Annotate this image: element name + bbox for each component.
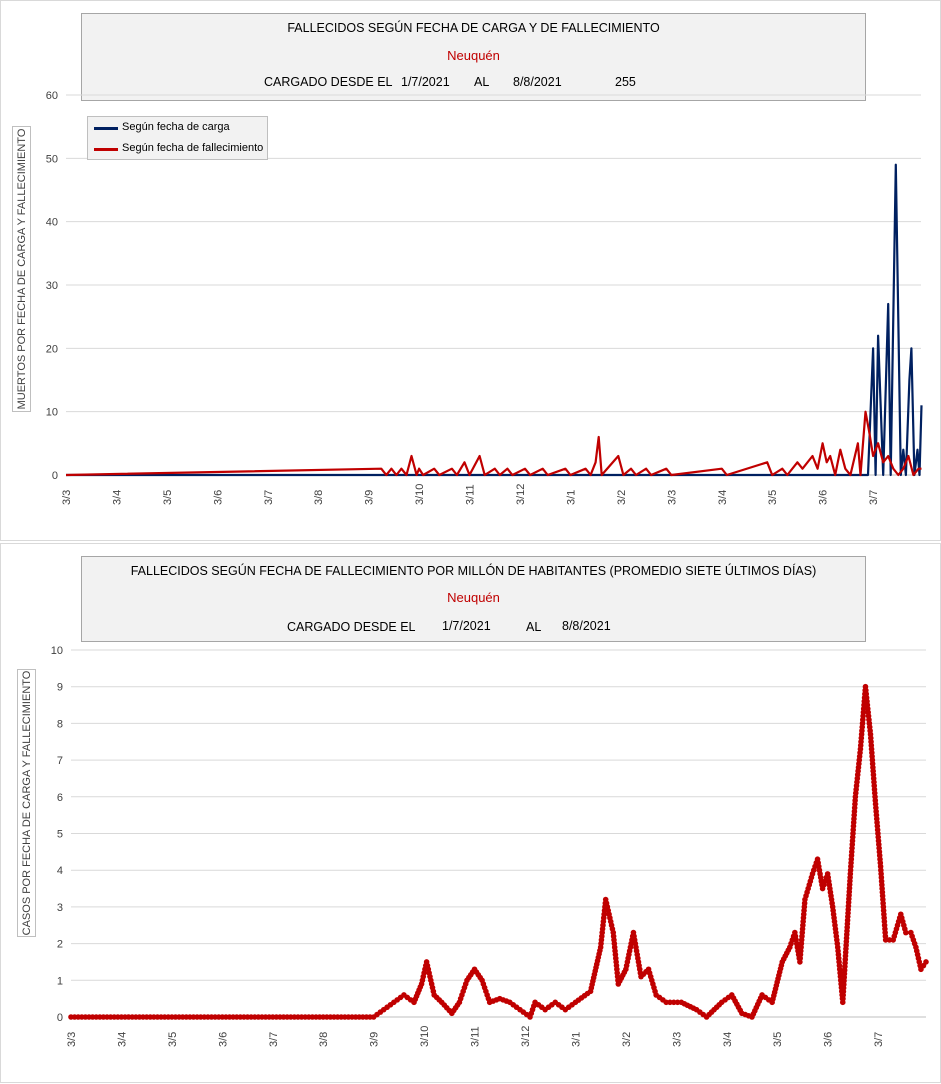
y-tick-label: 4 [57, 865, 63, 877]
chart-region: Neuquén [447, 590, 500, 605]
y-tick-label: 10 [51, 645, 63, 657]
chart-panel-carga-fallecimiento: FALLECIDOS SEGÚN FECHA DE CARGA Y DE FAL… [0, 0, 941, 541]
x-tick-label: 3/6 [217, 1032, 229, 1047]
x-tick-label: 3/7 [263, 490, 275, 505]
y-tick-label: 6 [57, 792, 63, 804]
y-tick-label: 3 [57, 902, 63, 914]
y-tick-label: 20 [46, 343, 58, 355]
x-tick-label: 3/9 [364, 490, 376, 505]
series-line [66, 163, 923, 477]
y-axis-title: CASOS POR FECHA DE CARGA Y FALLECIMIENTO [17, 669, 36, 937]
y-tick-label: 50 [46, 153, 58, 165]
x-tick-label: 3/11 [465, 484, 477, 505]
x-tick-label: 3/2 [621, 1032, 633, 1047]
to-date: 8/8/2021 [513, 75, 562, 89]
chart-title: FALLECIDOS SEGÚN FECHA DE FALLECIMIENTO … [130, 564, 817, 578]
x-tick-label: 3/12 [515, 484, 527, 505]
total-count: 255 [615, 75, 636, 89]
to-label: AL [526, 620, 542, 634]
legend-swatch-fallecimiento [94, 148, 118, 151]
series-line [71, 685, 928, 1019]
y-tick-label: 9 [57, 682, 63, 694]
x-tick-label: 3/10 [414, 484, 426, 505]
x-tick-label: 3/8 [313, 490, 325, 505]
x-tick-label: 3/11 [470, 1026, 482, 1047]
chart-panel-por-millon: FALLECIDOS SEGÚN FECHA DE FALLECIMIENTO … [0, 543, 941, 1083]
x-tick-label: 3/5 [772, 1032, 784, 1047]
x-tick-label: 3/3 [671, 1032, 683, 1047]
chart-title-box: FALLECIDOS SEGÚN FECHA DE FALLECIMIENTO … [81, 556, 866, 642]
x-tick-label: 3/8 [318, 1032, 330, 1047]
x-tick-label: 3/6 [212, 490, 224, 505]
data-point [903, 929, 909, 936]
chart-title-box: FALLECIDOS SEGÚN FECHA DE CARGA Y DE FAL… [81, 13, 866, 101]
chart-2-plot: 0 1 2 3 4 5 6 7 8 9 10 3/3 3/4 3/5 3/6 3/7 3/8 3/9 3/10 3/1… [51, 645, 929, 1047]
x-tick-label: 3/7 [268, 1032, 280, 1047]
x-tick-label: 3/4 [717, 490, 729, 505]
data-point [923, 959, 929, 965]
x-tick-label: 3/5 [162, 490, 174, 505]
y-tick-label: 60 [46, 90, 58, 102]
to-date: 8/8/2021 [562, 619, 611, 633]
legend-swatch-carga [94, 127, 118, 130]
x-tick-label: 3/4 [722, 1032, 734, 1047]
x-tick-label: 3/3 [66, 1032, 78, 1047]
chart-title: FALLECIDOS SEGÚN FECHA DE CARGA Y DE FAL… [287, 21, 660, 35]
x-tick-label: 3/1 [570, 1032, 582, 1047]
x-tick-label: 3/7 [873, 1032, 885, 1047]
from-label: CARGADO DESDE EL [287, 620, 416, 634]
legend-label-fallecimiento: Según fecha de fallecimiento [122, 142, 264, 154]
x-tick-label: 3/10 [419, 1026, 431, 1047]
from-date: 1/7/2021 [401, 75, 450, 89]
x-tick-label: 3/5 [767, 490, 779, 505]
y-tick-label: 30 [46, 280, 58, 292]
y-axis-title: MUERTOS POR FECHA DE CARGA Y FALLECIMIEN… [12, 126, 31, 412]
y-tick-label: 0 [52, 470, 58, 482]
chart-region: Neuquén [447, 48, 500, 63]
y-tick-label: 40 [46, 217, 58, 229]
from-label: CARGADO DESDE EL [264, 75, 393, 89]
x-tick-label: 3/2 [616, 490, 628, 505]
chart-1-plot: 0 10 20 30 40 50 60 3/3 3/4 3/5 3/6 3/7 3/8 3/9 3/10 3/… [46, 90, 923, 505]
x-tick-label: 3/5 [167, 1032, 179, 1047]
y-tick-label: 1 [57, 975, 63, 987]
x-tick-label: 3/6 [823, 1032, 835, 1047]
from-date: 1/7/2021 [442, 619, 491, 633]
x-tick-label: 3/12 [520, 1026, 532, 1047]
y-tick-label: 10 [46, 407, 58, 419]
legend-label-carga: Según fecha de carga [122, 121, 230, 133]
y-tick-label: 0 [57, 1012, 63, 1024]
x-tick-label: 3/1 [565, 490, 577, 505]
y-tick-label: 7 [57, 755, 63, 767]
series-line [65, 410, 922, 477]
legend: Según fecha de carga Según fecha de fall… [87, 116, 268, 160]
x-tick-label: 3/3 [61, 490, 73, 505]
y-tick-label: 5 [57, 829, 63, 841]
y-tick-label: 2 [57, 939, 63, 951]
x-tick-label: 3/7 [868, 490, 880, 505]
to-label: AL [474, 75, 490, 89]
x-tick-label: 3/6 [818, 490, 830, 505]
x-tick-label: 3/4 [111, 490, 123, 505]
x-tick-label: 3/3 [666, 490, 678, 505]
x-tick-label: 3/4 [116, 1032, 128, 1047]
x-tick-label: 3/9 [369, 1032, 381, 1047]
y-tick-label: 8 [57, 718, 63, 730]
